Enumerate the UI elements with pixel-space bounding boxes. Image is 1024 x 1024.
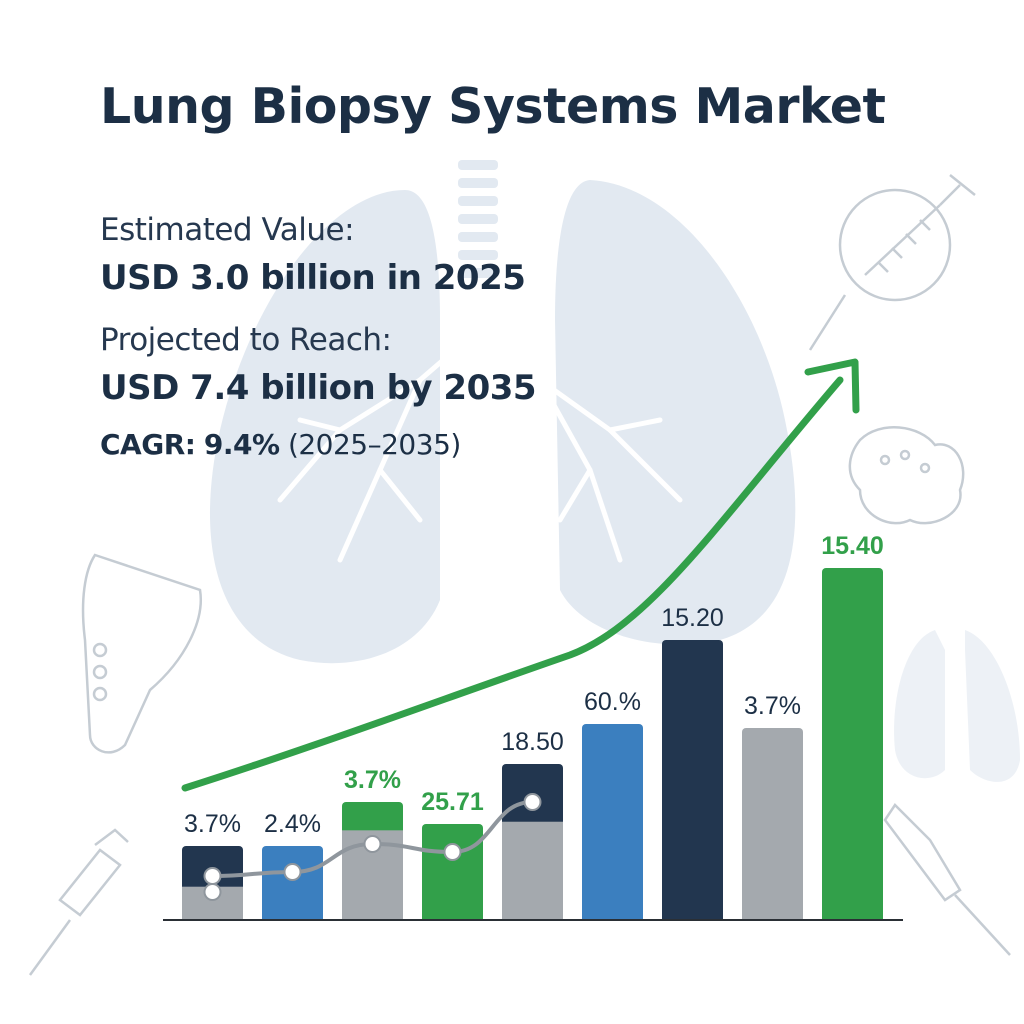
data-label: 3.7% bbox=[744, 692, 801, 720]
bar-bottom-segment bbox=[502, 821, 563, 920]
data-label: 15.40 bbox=[821, 532, 884, 560]
data-label: 3.7% bbox=[184, 810, 241, 838]
cagr-value: 9.4% bbox=[203, 428, 280, 461]
bar-fill bbox=[742, 734, 803, 920]
bar-fill bbox=[822, 574, 883, 920]
trend-arrow-head bbox=[804, 358, 860, 414]
syringe-icon bbox=[808, 174, 976, 351]
data-label: 15.20 bbox=[661, 604, 724, 632]
bronchi-icon bbox=[277, 287, 683, 563]
bar-fill bbox=[262, 852, 323, 920]
biopsy-needle-icon bbox=[28, 828, 129, 976]
bar-fill bbox=[662, 646, 723, 920]
bar-group: 15.40 bbox=[821, 532, 884, 920]
line-point bbox=[443, 843, 462, 861]
bar-group: 18.50 bbox=[501, 728, 564, 920]
projected-value: USD 7.4 billion by 2035 bbox=[100, 368, 537, 408]
bar-group: 3.7% bbox=[742, 692, 803, 920]
bronchoscope-icon bbox=[883, 803, 1011, 956]
cagr-label: CAGR: bbox=[100, 428, 196, 461]
bar-fill bbox=[582, 730, 643, 920]
bar-group: 15.20 bbox=[661, 604, 724, 920]
estimated-value: USD 3.0 billion in 2025 bbox=[100, 258, 526, 298]
data-label: 60.% bbox=[584, 688, 641, 716]
estimated-value-label: Estimated Value: bbox=[100, 212, 355, 248]
line-point bbox=[203, 883, 222, 901]
data-label: 18.50 bbox=[501, 728, 564, 756]
line-point bbox=[363, 835, 382, 853]
line-point bbox=[283, 863, 302, 881]
trend-arrow-line bbox=[181, 376, 844, 792]
bar-top-segment bbox=[342, 802, 403, 837]
data-label: 25.71 bbox=[421, 788, 484, 816]
bar-group: 60.% bbox=[582, 688, 643, 920]
data-label: 2.4% bbox=[264, 810, 321, 838]
lungs-small-icon bbox=[894, 630, 1020, 782]
bar-group: 2.4% bbox=[262, 810, 323, 920]
ultrasound-probe-icon bbox=[81, 553, 202, 754]
line-point bbox=[523, 793, 542, 811]
bar-group: 3.7% bbox=[182, 810, 243, 920]
cagr-period: (2025–2035) bbox=[287, 428, 461, 461]
data-label: 3.7% bbox=[344, 766, 401, 794]
cagr-line: CAGR: 9.4% (2025–2035) bbox=[100, 428, 461, 461]
tissue-sample-icon bbox=[848, 426, 965, 525]
line-point bbox=[203, 867, 222, 885]
page-title: Lung Biopsy Systems Market bbox=[100, 78, 886, 135]
projected-value-label: Projected to Reach: bbox=[100, 322, 392, 358]
